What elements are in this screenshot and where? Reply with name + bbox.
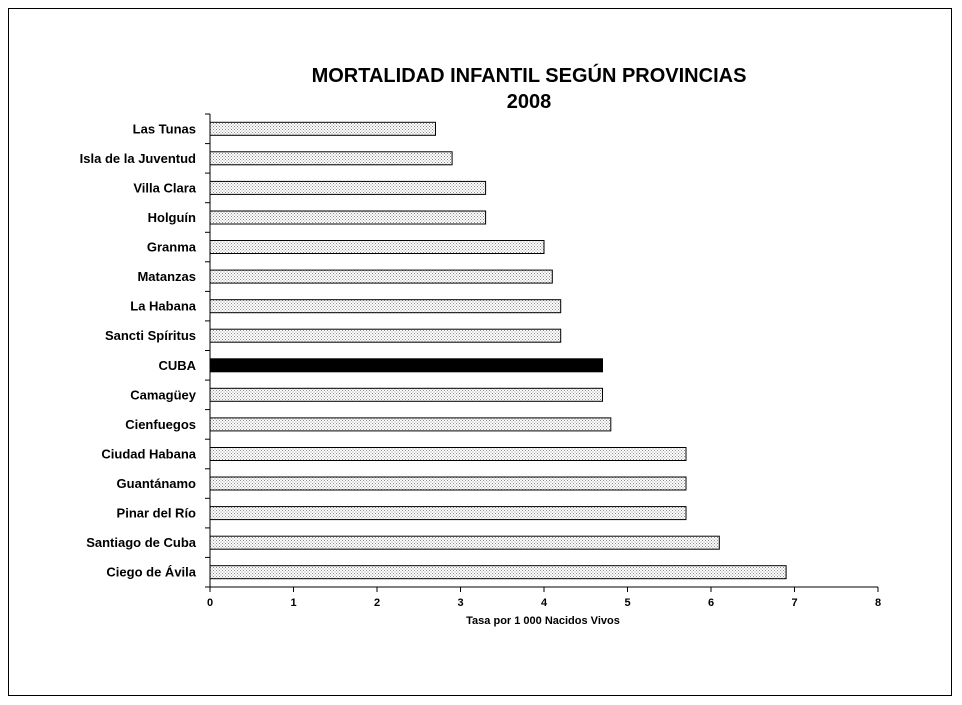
bar — [209, 476, 687, 491]
x-axis-label: Tasa por 1 000 Nacidos Vivos — [466, 615, 620, 627]
bar — [209, 269, 553, 284]
bar — [209, 506, 687, 521]
category-label: Villa Clara — [133, 180, 196, 195]
category-label: Holguín — [148, 210, 196, 225]
bar — [209, 180, 487, 195]
x-tick-label: 5 — [624, 597, 630, 609]
category-label: Sancti Spíritus — [105, 328, 196, 343]
category-label: Camagüey — [130, 387, 197, 402]
bar-cuba — [209, 358, 603, 373]
x-tick-label: 4 — [541, 597, 548, 609]
x-tick-label: 6 — [708, 597, 714, 609]
category-label: Ciudad Habana — [101, 447, 196, 462]
category-label: Santiago de Cuba — [86, 535, 197, 550]
category-label: Las Tunas — [133, 121, 196, 136]
category-label: Cienfuegos — [125, 417, 196, 432]
bar — [209, 565, 787, 580]
category-label: Isla de la Juventud — [80, 151, 196, 166]
axes-group: 0 1 2 3 4 5 6 7 8 — [205, 113, 881, 609]
category-labels: Las Tunas Isla de la Juventud Villa Clara H… — [80, 121, 197, 579]
bar — [209, 417, 612, 432]
x-tick-label: 3 — [457, 597, 463, 609]
bars-group — [209, 121, 787, 580]
category-label: Guantánamo — [117, 476, 197, 491]
category-label: Ciego de Ávila — [106, 565, 196, 580]
bar — [209, 121, 436, 136]
x-tick-label: 1 — [290, 597, 296, 609]
chart-subtitle: 2008 — [507, 91, 552, 113]
chart-frame — [8, 8, 952, 696]
bar — [209, 240, 545, 254]
bar — [209, 210, 487, 225]
bar — [209, 535, 720, 550]
bar — [209, 151, 453, 166]
category-label: Granma — [147, 240, 197, 255]
x-tick-label: 7 — [791, 597, 797, 609]
x-tick-label: 8 — [875, 597, 881, 609]
bar — [209, 447, 687, 461]
bar — [209, 299, 562, 314]
bar — [209, 387, 603, 402]
x-tick-label: 2 — [374, 597, 380, 609]
category-label: CUBA — [158, 358, 196, 373]
chart-title: MORTALIDAD INFANTIL SEGÚN PROVINCIAS — [312, 63, 747, 87]
bar — [209, 328, 562, 343]
category-label: La Habana — [130, 299, 197, 314]
x-tick-label: 0 — [207, 597, 213, 609]
category-label: Pinar del Río — [117, 506, 197, 521]
category-label: Matanzas — [137, 269, 196, 284]
